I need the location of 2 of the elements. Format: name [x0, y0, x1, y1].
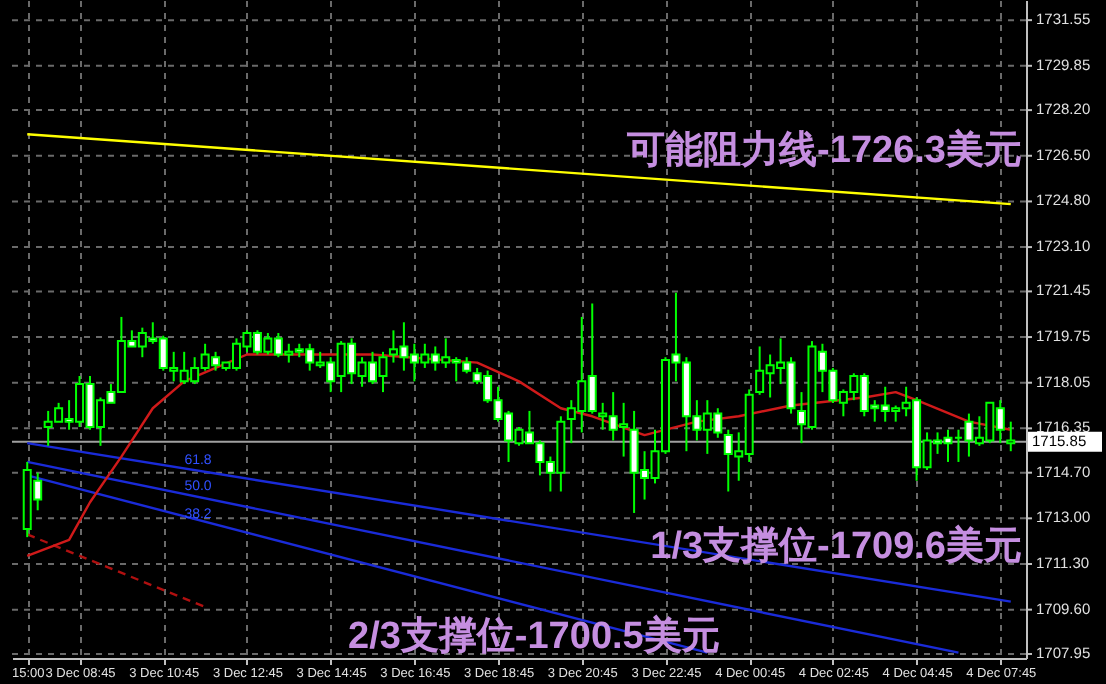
annotation: 可能阻力线-1726.3美元 [625, 128, 1022, 172]
candlestick [1006, 420, 1016, 453]
